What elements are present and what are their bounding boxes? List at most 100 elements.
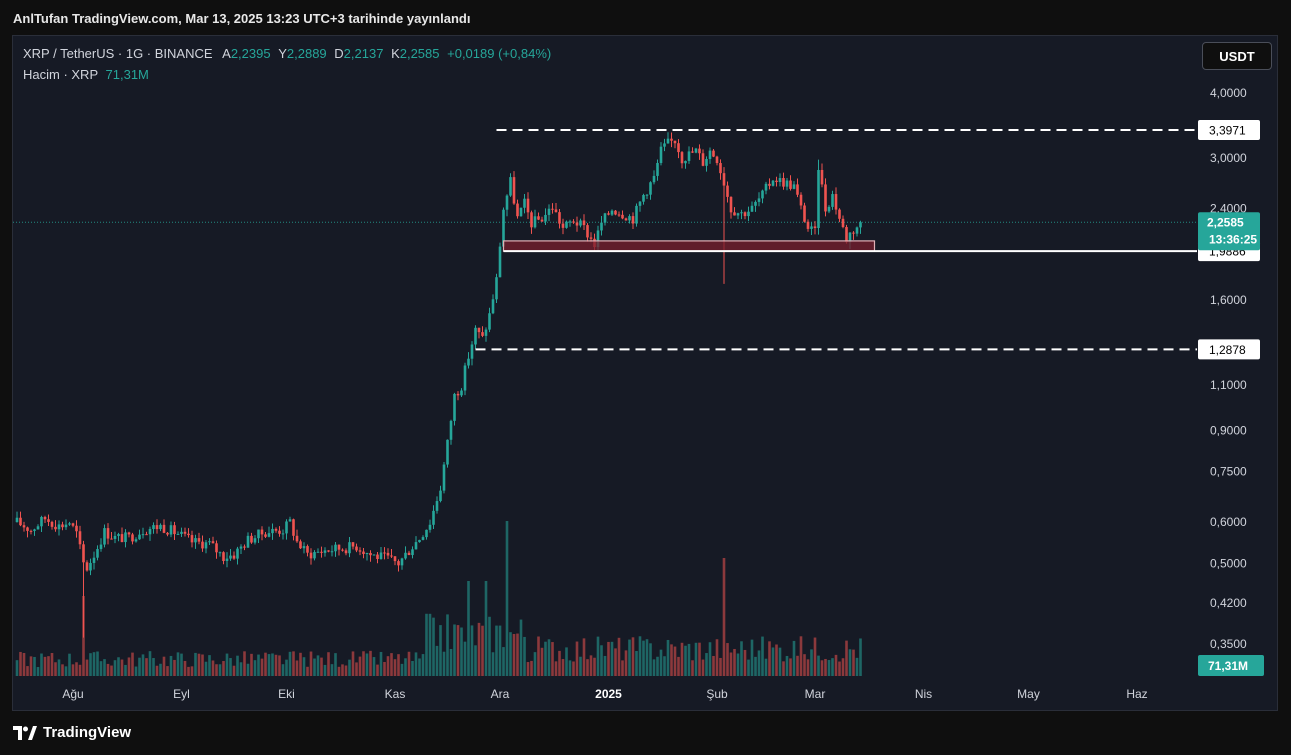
candle (355, 543, 358, 553)
candle (827, 205, 831, 214)
volume-bar (673, 646, 677, 676)
candle (477, 327, 481, 339)
candle (257, 529, 260, 543)
volume-bar (152, 658, 155, 676)
level-dashed[interactable]: 1,2878 (475, 339, 1261, 360)
time-axis[interactable]: Ağu Eyl Eki Kas Ara 2025 Şub Mar Nis May Haz (62, 687, 1147, 701)
time-tick-label: Ara (491, 687, 510, 701)
volume-bar (281, 664, 285, 676)
candle (547, 204, 551, 222)
volume-bar (229, 658, 232, 676)
legend-symbol[interactable]: XRP / TetherUS · 1G · BINANCE (23, 46, 213, 61)
volume-bar (327, 652, 330, 676)
volume-bar (337, 666, 341, 676)
tradingview-logo[interactable]: TradingView (13, 724, 131, 741)
candle (428, 519, 432, 533)
candle (47, 514, 50, 527)
volume-bar (264, 652, 267, 676)
volume-bar (449, 648, 453, 676)
candle (278, 526, 281, 537)
candle (463, 362, 467, 396)
level-dashed[interactable]: 3,3971 (496, 119, 1261, 140)
candle (148, 526, 152, 541)
candle (204, 539, 208, 554)
candle (218, 551, 222, 557)
candle (390, 549, 393, 559)
candle (421, 535, 425, 541)
legend-volume-label[interactable]: Hacim · XRP (23, 67, 98, 82)
volume-bar (495, 625, 498, 676)
time-tick-label: Haz (1126, 687, 1147, 701)
volume-bar (621, 660, 624, 676)
candle (572, 219, 575, 224)
volume-bar (383, 661, 386, 676)
legend-change: +0,0189 (+0,84%) (447, 46, 552, 61)
candle (285, 519, 288, 540)
volume-bar (698, 642, 701, 676)
candle (645, 194, 649, 200)
time-tick-label: May (1017, 687, 1040, 701)
support-zone[interactable] (502, 240, 876, 252)
candle (183, 527, 187, 537)
candle (299, 539, 302, 549)
level-label: 3,3971 (1209, 123, 1246, 137)
candle (628, 214, 631, 224)
volume-bar (537, 636, 540, 676)
candle (253, 535, 257, 545)
volume-bar (810, 649, 813, 676)
volume-bar (271, 653, 274, 676)
volume-bar (145, 658, 148, 676)
candle (456, 391, 460, 401)
currency-button[interactable]: USDT (1202, 42, 1272, 70)
candle (292, 518, 295, 541)
volume-bar (666, 639, 670, 676)
volume-bar (554, 661, 558, 676)
candle (726, 181, 729, 203)
volume-bar (197, 653, 201, 676)
volume-bar (162, 656, 166, 676)
volume-bar (288, 651, 292, 676)
volume-bar (64, 666, 68, 676)
volume-bar (236, 655, 239, 676)
candle (127, 531, 131, 538)
volume-bar (652, 659, 656, 676)
candle (96, 545, 99, 561)
candle (362, 547, 365, 559)
candle (187, 528, 190, 538)
volume-bar (250, 653, 253, 676)
chart-panel[interactable]: 3,3971 1,9886 1,2878 4,0000 3,0000 2,4000 1,6… (12, 35, 1278, 711)
price-axis[interactable]: 4,0000 3,0000 2,4000 1,6000 1,1000 0,9000 0,75… (1210, 86, 1247, 651)
candle (610, 209, 614, 216)
volume-bar (831, 658, 834, 676)
volume-bar (22, 652, 26, 676)
volume-bar (526, 662, 530, 676)
volume-bar (845, 640, 848, 676)
volume-bar (491, 652, 495, 676)
candle (15, 511, 19, 523)
candle (43, 515, 47, 524)
volume-bar (505, 521, 509, 676)
candle (743, 211, 747, 220)
volume-bar (582, 638, 586, 676)
volume-bar (278, 655, 281, 676)
volume-bar (677, 656, 680, 676)
volume-bar (369, 650, 372, 676)
candle (523, 194, 526, 214)
volume-bar (761, 636, 764, 676)
volume-tag-value: 71,31M (1208, 659, 1248, 673)
volume-bar (456, 625, 460, 676)
candle (302, 542, 306, 554)
volume-bar (85, 659, 89, 676)
volume-bar (173, 659, 176, 676)
price-tick-label: 0,9000 (1210, 423, 1247, 437)
volume-bar (631, 637, 635, 676)
volume-bar (775, 644, 778, 676)
candle (379, 546, 383, 560)
price-tick-label: 2,4000 (1210, 202, 1247, 216)
candle (78, 525, 82, 550)
candle (614, 210, 617, 216)
volume-bar (362, 651, 365, 676)
candle (29, 529, 33, 535)
